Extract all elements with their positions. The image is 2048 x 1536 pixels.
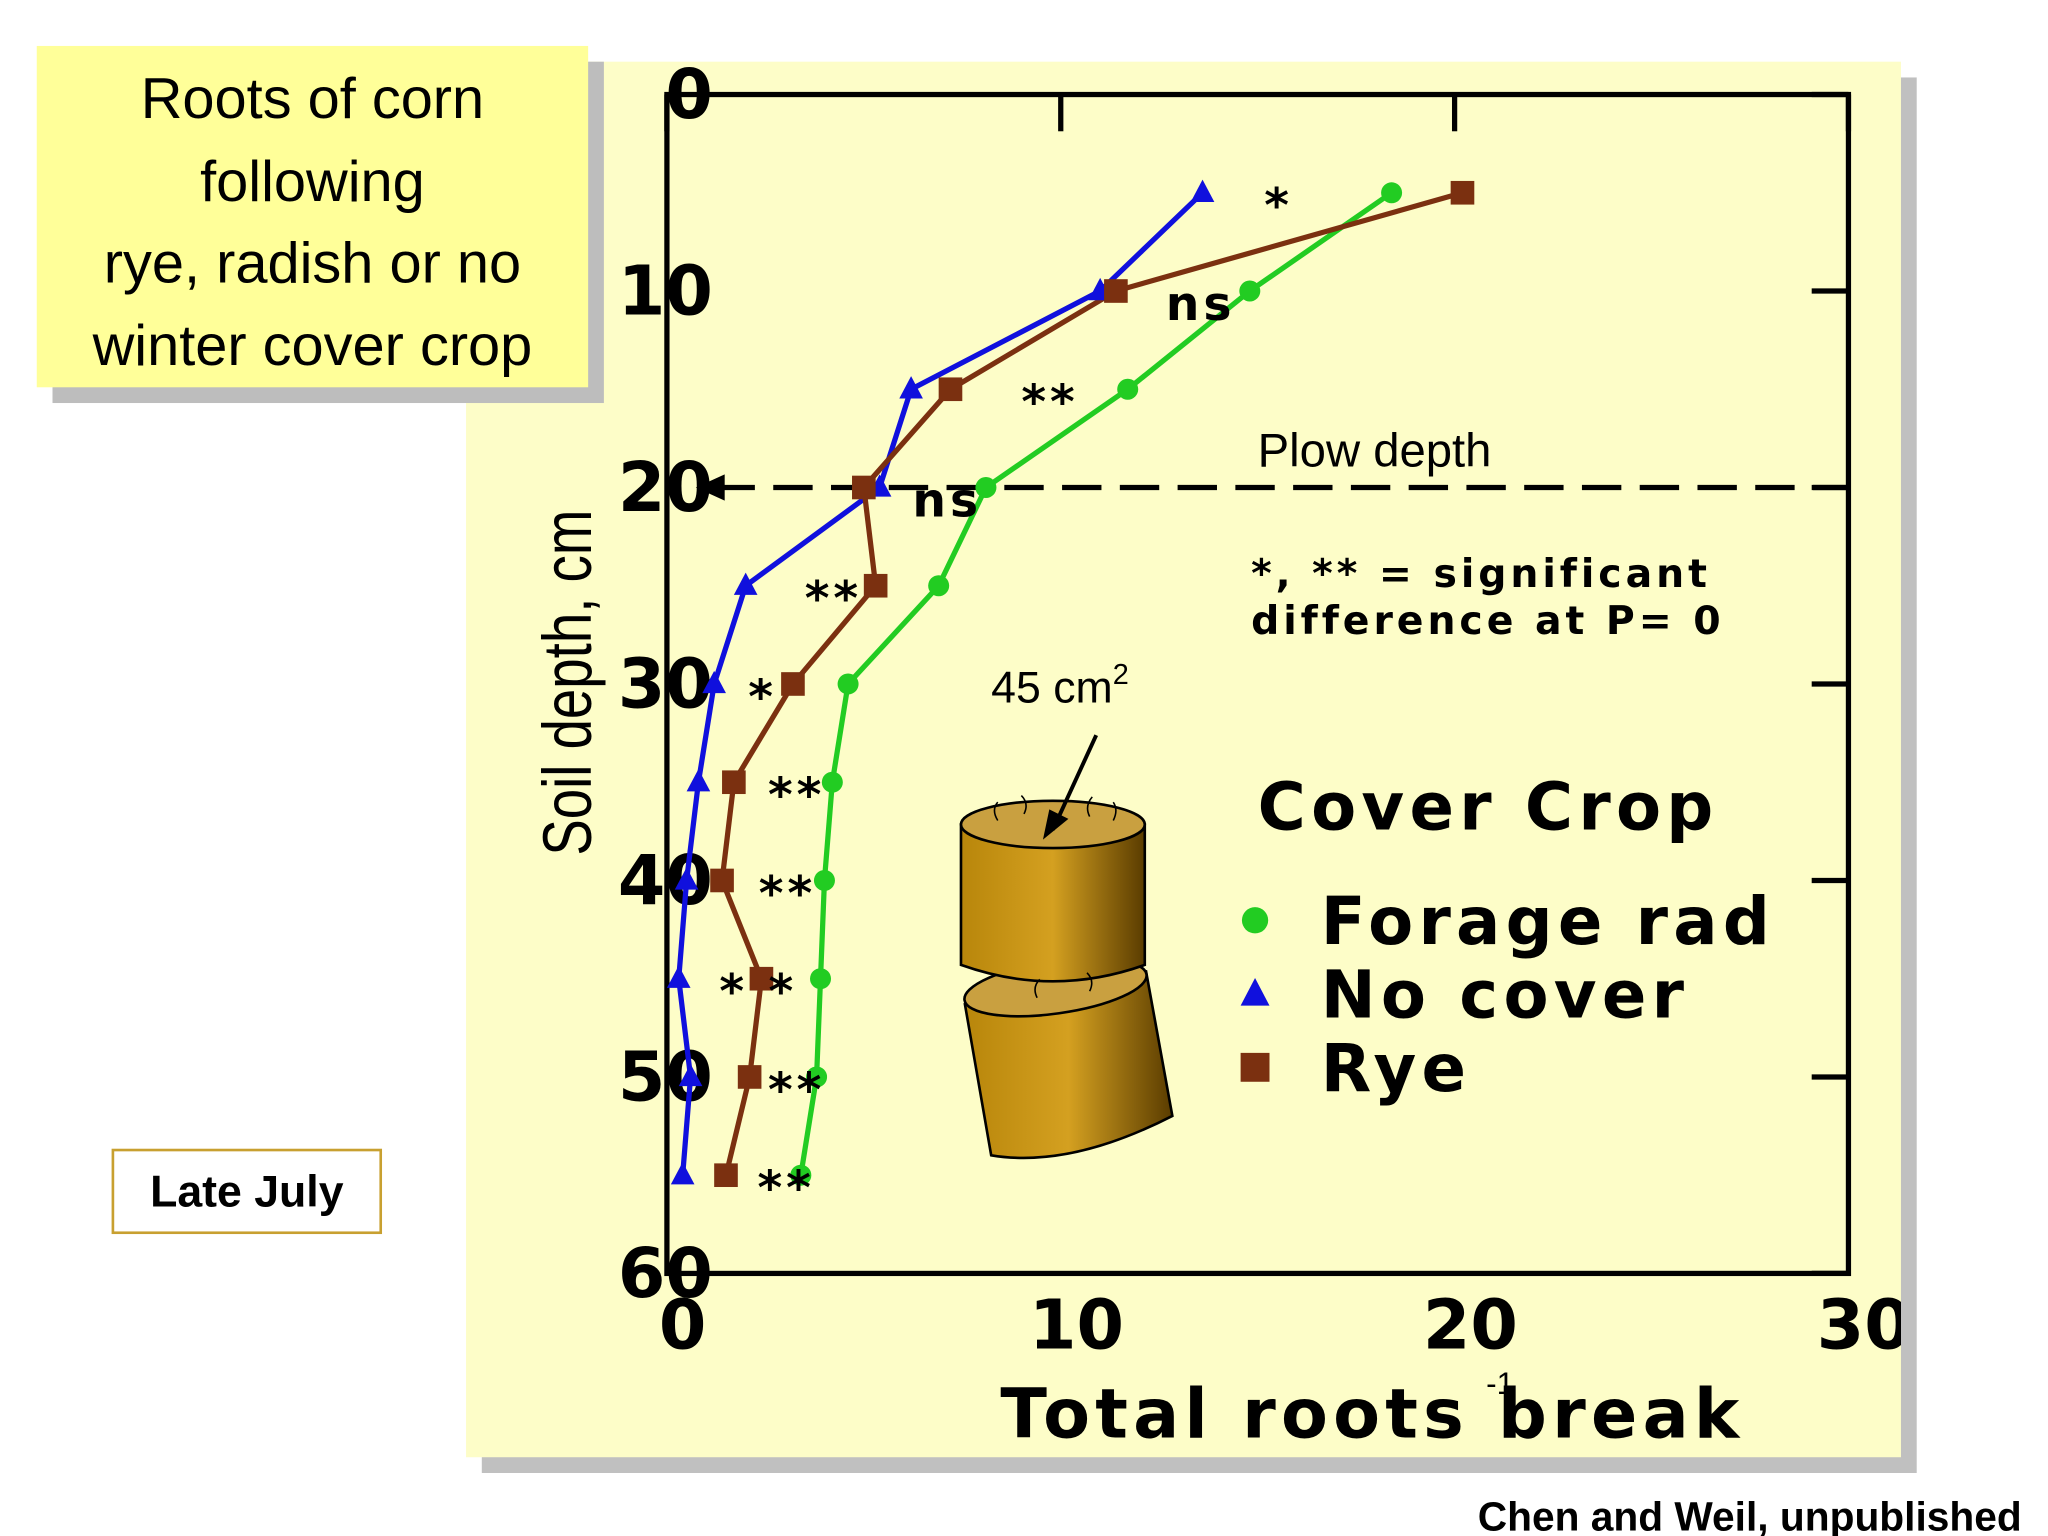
marker: [938, 377, 963, 402]
legend-label: Rye: [1321, 1031, 1472, 1107]
soil-core-illustration: [959, 734, 1174, 1160]
significance-label: **: [757, 1161, 814, 1216]
marker: [821, 771, 843, 793]
marker: [837, 673, 859, 695]
marker: [899, 376, 923, 399]
title-line: following: [200, 150, 425, 214]
legend-marker: [1240, 978, 1270, 1006]
title-line: winter cover crop: [92, 314, 533, 378]
marker: [1190, 179, 1215, 202]
marker: [710, 868, 734, 893]
marker: [737, 1065, 762, 1089]
significance-label: * *: [719, 965, 797, 1020]
x-tick-label: 0: [659, 1286, 707, 1365]
significance-label: **: [805, 572, 862, 627]
date-box: [111, 1148, 383, 1235]
marker: [674, 867, 699, 890]
marker: [781, 672, 805, 696]
x-tick-label: 20: [1423, 1286, 1518, 1365]
legend-title: Cover Crop: [1258, 770, 1719, 846]
legend-label: No cover: [1321, 957, 1690, 1033]
marker: [686, 769, 711, 792]
title: Roots of corn following rye, radish or n…: [92, 67, 533, 378]
marker: [670, 1162, 695, 1185]
significance-label: **: [768, 1063, 825, 1118]
source: Chen and Weil, unpublished: [1478, 1494, 2022, 1536]
x-axis-label-superscript: -1: [1486, 1365, 1514, 1401]
marker: [678, 1063, 703, 1087]
marker: [810, 968, 832, 990]
area-label-superscript: 2: [1113, 659, 1129, 691]
area-label: 45 cm2: [991, 659, 1129, 712]
marker: [806, 1066, 828, 1088]
significance-label: **: [768, 768, 825, 823]
marker: [813, 869, 835, 891]
marker: [1117, 378, 1139, 400]
marker: [852, 475, 876, 500]
legend-marker: [1241, 907, 1269, 934]
marker: [749, 966, 774, 991]
legend-label: Forage rad: [1321, 884, 1775, 960]
significance-note: *, ** = significant: [1251, 551, 1711, 597]
marker: [666, 965, 691, 988]
marker: [714, 1163, 738, 1188]
marker: [790, 1164, 812, 1186]
marker: [702, 670, 726, 694]
significance-label: *: [1264, 179, 1293, 234]
date-label: Late July: [150, 1167, 344, 1216]
significance-label: ns: [1166, 277, 1236, 332]
x-tick-label: 30: [1817, 1286, 1912, 1365]
marker: [1450, 180, 1475, 205]
legend-marker: [1240, 1052, 1270, 1082]
significance-label: *: [748, 670, 777, 725]
title-line: rye, radish or no: [104, 231, 521, 295]
marker: [722, 770, 746, 795]
plow-depth-label: Plow depth: [1258, 424, 1492, 477]
marker: [1381, 182, 1403, 204]
y-axis-label: Soil depth, cm: [530, 510, 606, 856]
marker: [975, 476, 997, 498]
marker: [863, 573, 888, 598]
marker: [1104, 279, 1128, 303]
title-box: [36, 45, 589, 388]
area-label-text: 45 cm: [991, 663, 1113, 712]
marker: [733, 572, 758, 595]
chart-panel: [466, 61, 1901, 1458]
plot-frame: [664, 91, 1852, 1277]
x-tick-label: 10: [1029, 1286, 1124, 1365]
significance-note: difference at P= 0: [1251, 598, 1725, 644]
marker: [928, 575, 950, 597]
significance-label: **: [759, 866, 816, 921]
x-axis-label: Total roots break: [1000, 1376, 1744, 1455]
plow-depth-arrow: [695, 474, 725, 501]
title-line: Roots of corn: [141, 67, 484, 131]
marker: [1239, 280, 1261, 302]
significance-label: ns: [912, 473, 982, 528]
significance-label: **: [1021, 375, 1078, 430]
